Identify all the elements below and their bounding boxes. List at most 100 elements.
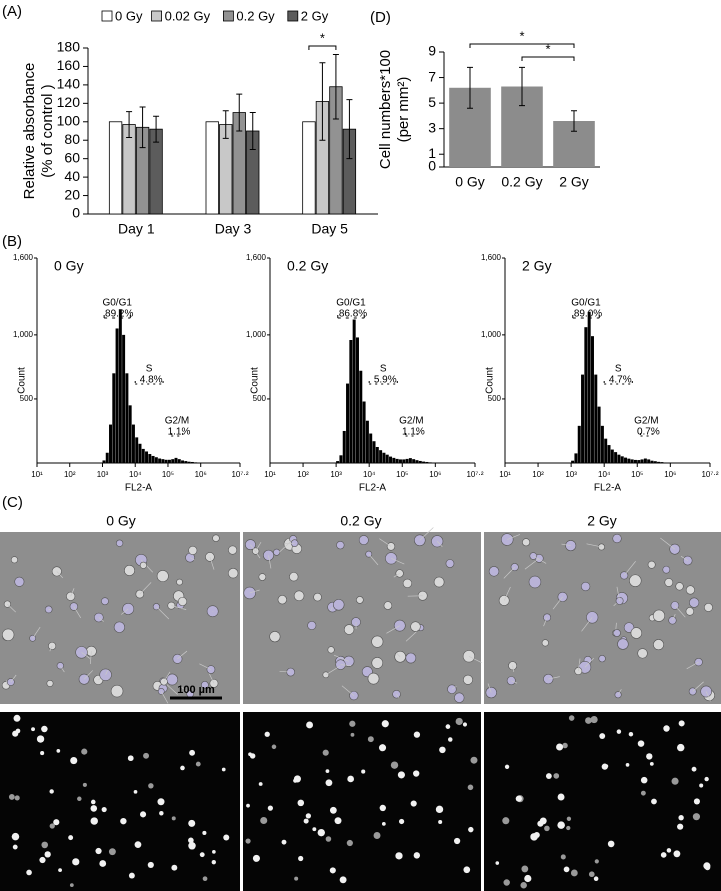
- nucleus: [127, 755, 134, 762]
- cell: [629, 574, 642, 587]
- nucleus: [640, 776, 648, 784]
- cell: [269, 631, 281, 643]
- nucleus: [148, 783, 154, 789]
- neurite: [255, 541, 262, 552]
- nucleus: [568, 715, 575, 721]
- neurite: [368, 553, 379, 566]
- x-tick-label: 10³: [330, 470, 342, 479]
- histogram-bar: [604, 438, 608, 463]
- y-tick-label: 500: [253, 394, 267, 403]
- neurite: [577, 658, 581, 672]
- nucleus: [221, 767, 226, 772]
- x-tick-label: Day 3: [215, 221, 252, 237]
- cell: [167, 601, 176, 610]
- histogram-bar: [187, 461, 191, 463]
- neurite: [396, 694, 399, 699]
- nucleus: [159, 811, 164, 816]
- nucleus: [171, 864, 178, 871]
- nucleus: [640, 790, 646, 796]
- histogram-bar: [627, 458, 631, 463]
- cell: [393, 619, 406, 632]
- gate-marker: [134, 381, 164, 387]
- neurite: [5, 680, 8, 686]
- y-tick-label: 500: [488, 394, 502, 403]
- nucleus: [590, 715, 598, 724]
- cell: [110, 684, 124, 698]
- histogram-bar: [663, 462, 667, 463]
- cell: [652, 609, 666, 622]
- nucleus: [468, 826, 474, 833]
- nucleus: [72, 858, 80, 866]
- nucleus: [271, 744, 277, 750]
- nucleus: [390, 761, 399, 769]
- y-tick-label: 60: [64, 149, 80, 165]
- cell: [703, 602, 713, 612]
- histogram-bar: [382, 452, 386, 463]
- y-axis-label: Relative absorbance: [21, 63, 38, 200]
- cell: [124, 564, 135, 576]
- histogram-bar: [342, 430, 346, 463]
- legend-swatch: [151, 10, 163, 22]
- histogram-bar: [587, 311, 591, 463]
- histogram-bar: [389, 456, 393, 463]
- histogram-bar: [190, 461, 194, 463]
- neurite: [561, 543, 571, 546]
- nucleus: [463, 866, 471, 874]
- histogram-bar: [365, 420, 369, 463]
- cell: [565, 540, 577, 552]
- nucleus: [339, 876, 347, 884]
- cell: [445, 559, 455, 568]
- nucleus: [521, 865, 529, 873]
- gate-name: G0/G1: [336, 298, 366, 309]
- nucleus: [202, 830, 207, 836]
- nucleus: [361, 769, 366, 774]
- neurite: [333, 654, 349, 662]
- y-tick-label: 9: [428, 43, 436, 59]
- nucleus: [56, 748, 61, 753]
- nucleus: [305, 813, 312, 819]
- cell: [394, 650, 406, 663]
- nucleus: [325, 779, 333, 787]
- neurite: [436, 541, 443, 547]
- histogram-bar: [600, 425, 604, 463]
- neurite: [586, 543, 602, 548]
- cell: [56, 662, 64, 670]
- gate-name: G2/M: [165, 416, 189, 427]
- nucleus: [462, 722, 468, 727]
- cell: [371, 657, 384, 669]
- nucleus: [566, 816, 572, 821]
- neurite: [419, 527, 434, 541]
- nucleus: [252, 854, 260, 862]
- cell: [166, 673, 179, 686]
- nucleus: [616, 729, 622, 734]
- nucleus: [704, 776, 709, 782]
- histogram-bar: [105, 452, 109, 463]
- nucleus: [628, 731, 634, 737]
- y-axis-label: (% of control ): [39, 84, 56, 177]
- histogram-bar: [385, 454, 389, 463]
- x-tick-label: 10⁷·²: [231, 470, 248, 479]
- histogram-bar: [151, 455, 155, 463]
- histogram-bar: [177, 459, 181, 463]
- cell: [113, 621, 126, 633]
- histogram-bar: [412, 459, 416, 463]
- nucleus: [157, 798, 165, 806]
- gate-name: G0/G1: [571, 298, 601, 309]
- nucleus: [211, 859, 216, 865]
- neurite: [10, 674, 17, 683]
- legend-label: 0 Gy: [115, 8, 143, 23]
- neurite: [468, 655, 482, 664]
- x-tick-label: 10⁵: [162, 470, 174, 479]
- nucleus: [545, 773, 552, 779]
- bar: [122, 124, 136, 215]
- y-tick-label: 120: [57, 94, 81, 110]
- neurite: [177, 650, 188, 660]
- neurite: [503, 566, 515, 579]
- nucleus: [651, 798, 657, 805]
- nucleus: [68, 835, 74, 841]
- nucleus: [556, 743, 564, 751]
- y-tick-label: 140: [57, 76, 81, 92]
- nucleus: [334, 817, 342, 825]
- histogram-bar: [141, 448, 145, 463]
